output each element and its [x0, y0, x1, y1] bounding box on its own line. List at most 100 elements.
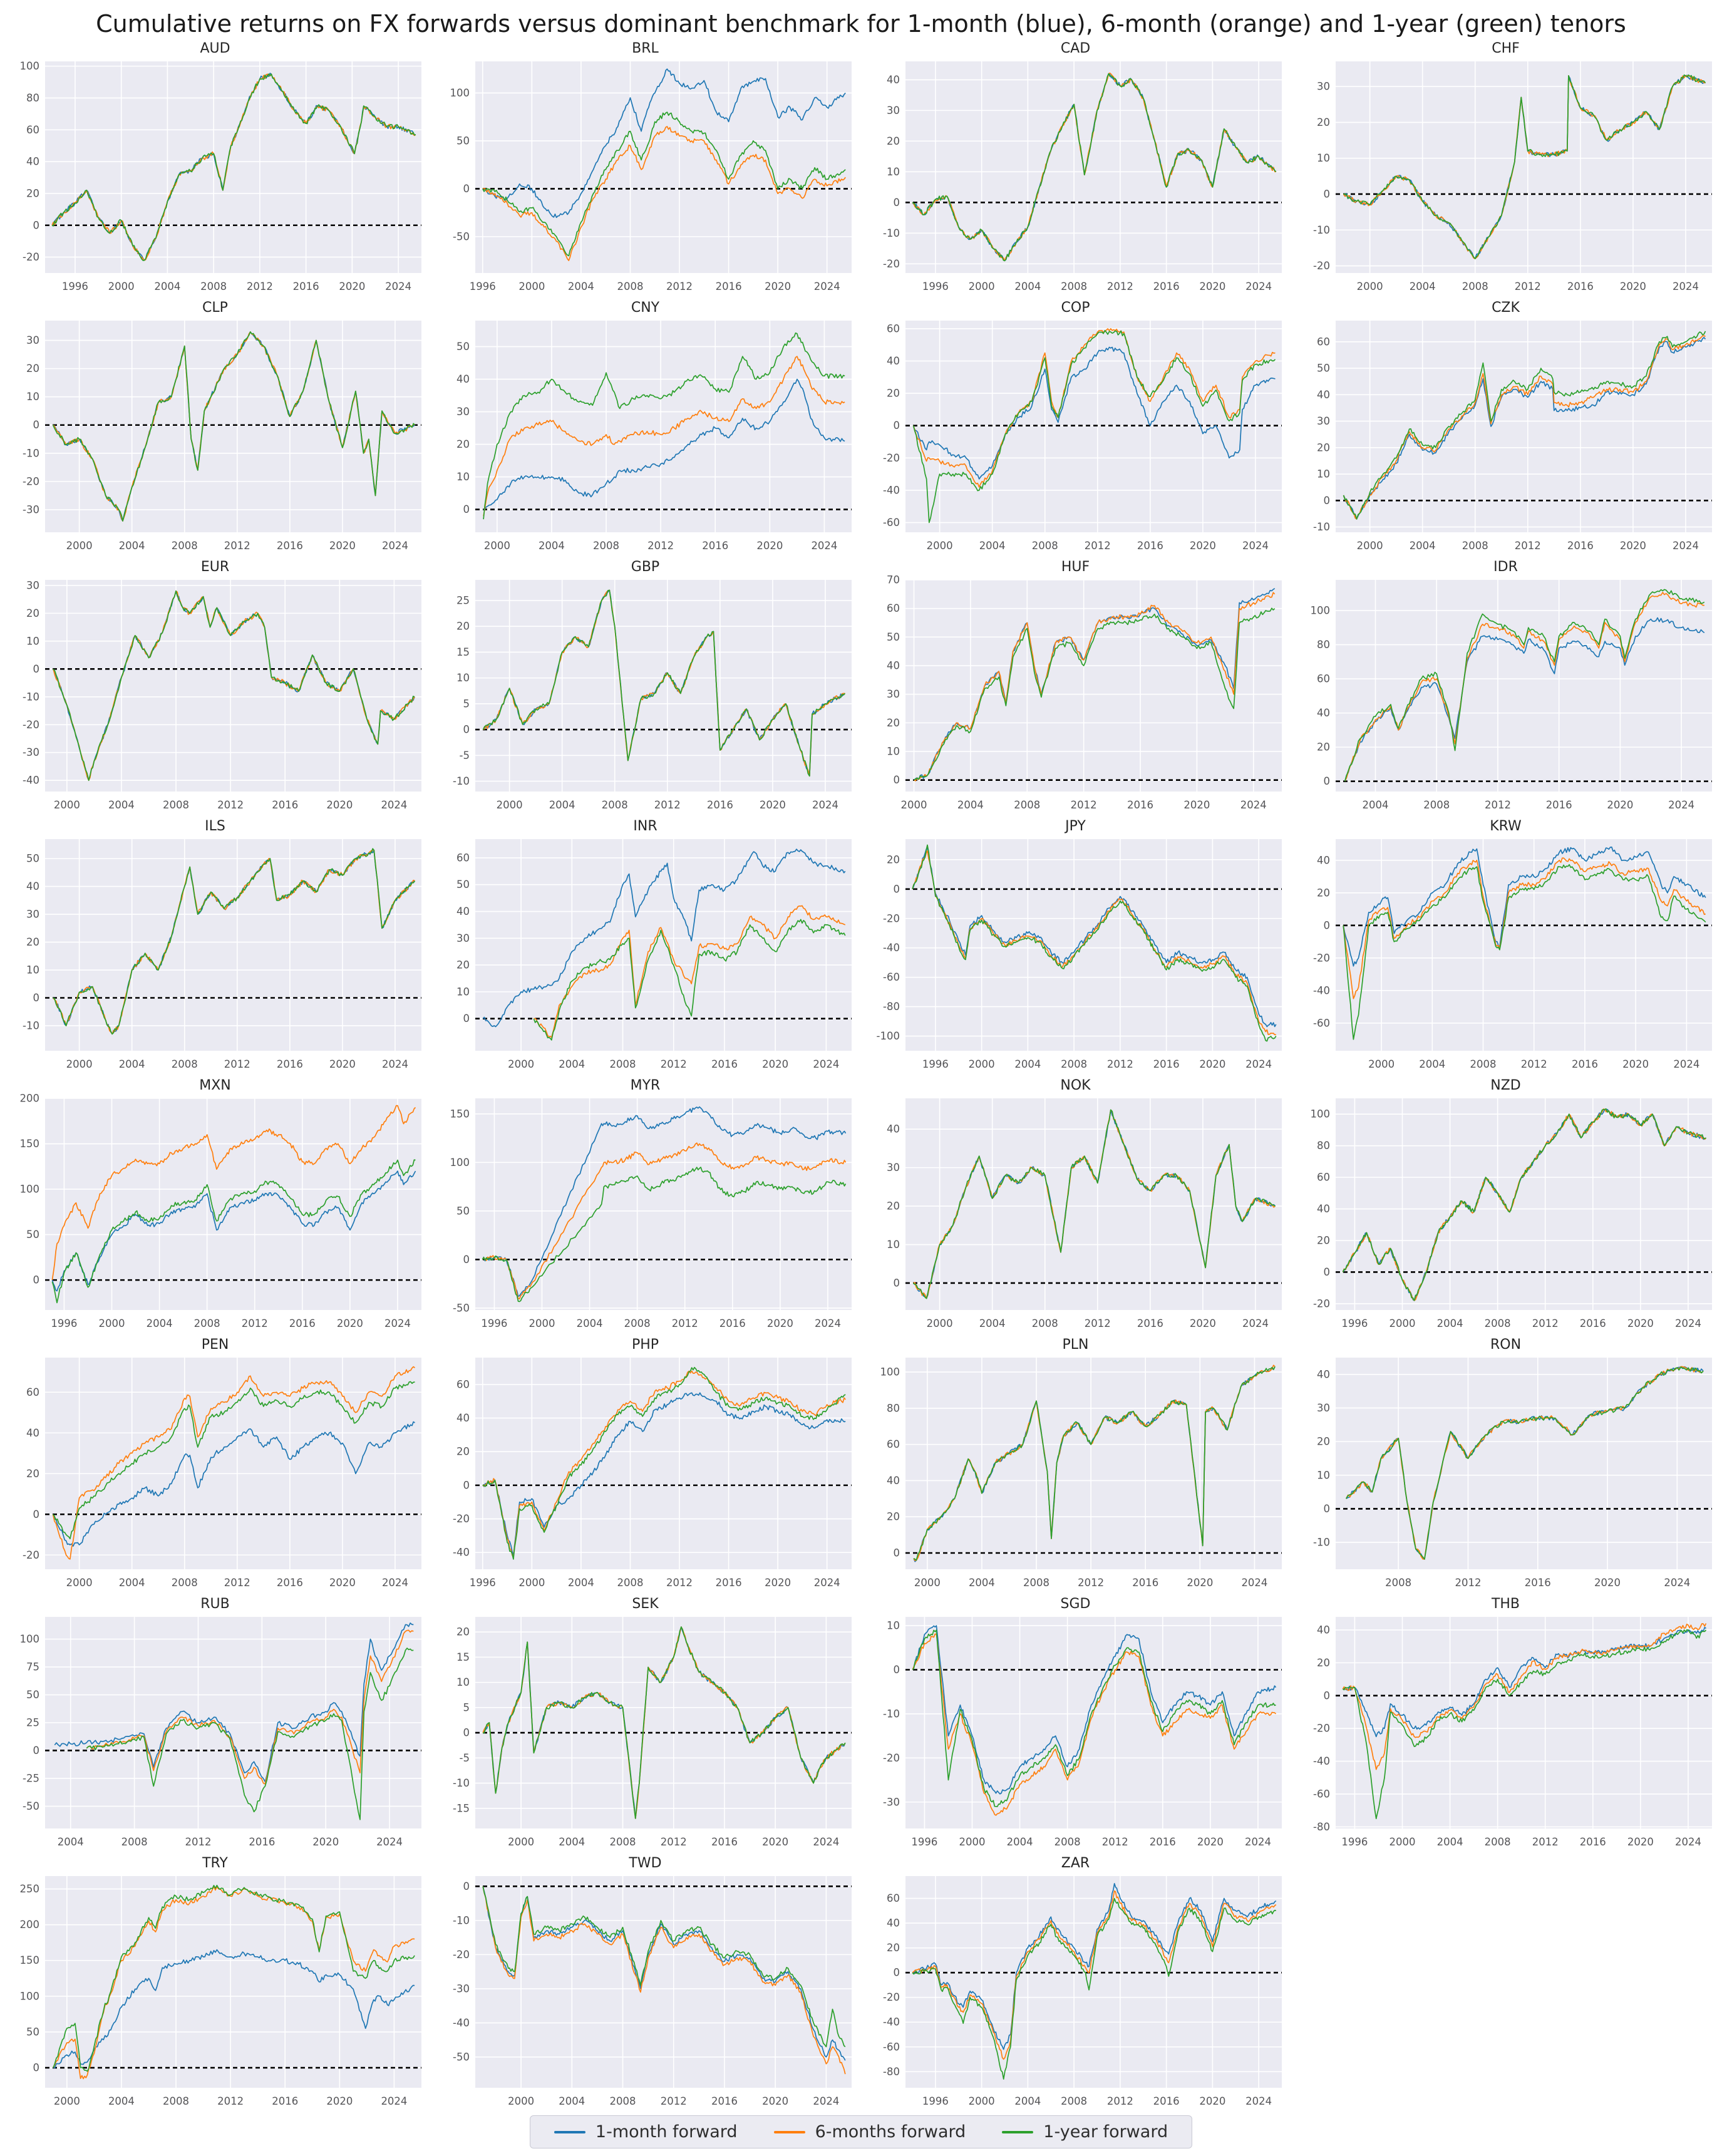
- subplot-title: SEK: [632, 1596, 659, 1612]
- x-tick-label: 2016: [711, 1058, 738, 1070]
- x-tick-label: 2004: [1419, 1058, 1445, 1070]
- x-tick-label: 2016: [1137, 1318, 1163, 1329]
- series-line-1-month forward: [52, 1421, 415, 1547]
- y-tick-label: -40: [23, 775, 39, 787]
- x-tick-label: 2008: [1023, 1577, 1049, 1589]
- y-tick-label: 60: [887, 1438, 900, 1450]
- plot-area: [1336, 1358, 1712, 1569]
- plot-area: [905, 1358, 1282, 1569]
- y-tick-label: 20: [887, 1200, 900, 1212]
- subplot-GBP: GBP 2000 2004 2008 2012 2016 2020 2024 -10 -5 0 5 10…: [430, 559, 860, 818]
- series-line-6-months forward: [482, 1370, 846, 1559]
- subplot-CNY: CNY 2000 2004 2008 2012 2016 2020 2024 0 10 20 30 40…: [430, 299, 860, 559]
- series-line-1-year forward: [1342, 1108, 1706, 1301]
- plot-area: [905, 580, 1282, 792]
- x-tick-label: 1996: [922, 281, 949, 292]
- y-tick-label: 20: [887, 135, 900, 147]
- subplot-CHF: CHF 2000 2004 2008 2012 2016 2020 2024 -20 -10 0 10…: [1291, 40, 1721, 299]
- subplot-grid: AUD 1996 2000 2004 2008 2012 2016 2020 2024 -20 0 2…: [0, 40, 1722, 2114]
- y-tick-label: -50: [23, 1800, 39, 1812]
- x-tick-label: 2000: [1368, 1058, 1395, 1070]
- subplot-AUD: AUD 1996 2000 2004 2008 2012 2016 2020 2024 -20 0 2…: [0, 40, 430, 299]
- y-tick-label: 10: [456, 1676, 470, 1688]
- subplot-title: CLP: [202, 300, 228, 316]
- x-tick-label: 2020: [760, 799, 786, 811]
- subplot-canvas-THB: 1996 2000 2004 2008 2012 2016 2020 2024 -80 -60 -4…: [1313, 1617, 1712, 1848]
- y-tick-label: -20: [23, 251, 39, 263]
- legend-label-1m: 1-month forward: [595, 2122, 738, 2142]
- series-line-1-year forward: [912, 73, 1277, 262]
- y-tick-label: 40: [1317, 1203, 1330, 1215]
- subplot-canvas-NOK: 2000 2004 2008 2012 2016 2020 2024 0 10 20 30 40: [887, 1098, 1282, 1329]
- subplot-JPY: JPY 1996 2000 2004 2008 2012 2016 2020 2024 -100 -…: [860, 818, 1291, 1077]
- x-tick-label: 2004: [1437, 1836, 1463, 1848]
- y-tick-label: 30: [26, 909, 39, 921]
- y-tick-label: 20: [1317, 1235, 1330, 1247]
- y-tick-label: -10: [453, 1914, 470, 1926]
- x-tick-label: 2012: [247, 281, 273, 292]
- x-tick-label: 2004: [108, 799, 135, 811]
- subplot-title: CZK: [1492, 300, 1520, 316]
- x-tick-label: 2008: [121, 1836, 148, 1848]
- subplot-canvas-COP: 2000 2004 2008 2012 2016 2020 2024 -60 -40 -20 0 20…: [883, 321, 1282, 552]
- series-line-6-months forward: [53, 1885, 415, 2080]
- series-line-1-year forward: [912, 1629, 1276, 1807]
- y-tick-label: 100: [450, 87, 470, 99]
- x-tick-label: 2024: [381, 799, 407, 811]
- y-tick-label: -10: [23, 447, 39, 459]
- y-tick-label: -10: [883, 1708, 900, 1720]
- x-tick-label: 2016: [289, 1318, 316, 1329]
- plot-area: [45, 839, 421, 1051]
- series-line-6-months forward: [52, 849, 415, 1035]
- y-tick-label: -40: [883, 484, 900, 496]
- x-tick-label: 1996: [470, 281, 496, 292]
- x-tick-label: 2020: [1620, 281, 1646, 292]
- subplot-title: AUD: [200, 41, 230, 56]
- x-tick-label: 2012: [224, 1577, 250, 1589]
- x-tick-label: 2004: [1437, 1318, 1463, 1329]
- y-tick-label: 0: [463, 1254, 470, 1266]
- x-tick-label: 2008: [610, 1058, 636, 1070]
- x-tick-label: 2016: [1153, 1058, 1180, 1070]
- x-tick-label: 2008: [624, 1318, 651, 1329]
- y-tick-label: -20: [23, 1549, 39, 1561]
- subplot-title: THB: [1491, 1596, 1520, 1612]
- y-tick-label: 0: [894, 1277, 900, 1289]
- y-tick-label: -20: [1313, 260, 1330, 272]
- x-tick-label: 2024: [1664, 1577, 1690, 1589]
- x-tick-label: 2016: [1580, 1318, 1606, 1329]
- y-tick-label: 40: [456, 1412, 470, 1424]
- x-tick-label: 2000: [1389, 1836, 1416, 1848]
- x-tick-label: 2012: [1078, 1577, 1104, 1589]
- y-tick-label: 40: [887, 355, 900, 367]
- y-tick-label: 0: [894, 197, 900, 209]
- legend-line-1-month-icon: [554, 2130, 585, 2133]
- x-tick-label: 2004: [549, 799, 575, 811]
- series-line-1-year forward: [1343, 864, 1706, 1040]
- x-tick-label: 2012: [1515, 540, 1541, 552]
- y-tick-label: -50: [453, 1302, 470, 1314]
- subplot-ZAR: ZAR 1996 2000 2004 2008 2012 2016 2020 2024 -80 -6…: [860, 1855, 1291, 2114]
- y-tick-label: 60: [1317, 673, 1330, 685]
- x-tick-label: 2004: [559, 2095, 585, 2107]
- y-tick-label: 50: [26, 853, 39, 865]
- subplot-title: PLN: [1062, 1337, 1089, 1353]
- legend-line-6-months-icon: [773, 2130, 805, 2133]
- x-tick-label: 2004: [969, 1577, 995, 1589]
- x-tick-label: 2008: [602, 799, 628, 811]
- x-tick-label: 2012: [185, 1836, 211, 1848]
- series-line-1-month forward: [54, 1622, 414, 1783]
- y-tick-label: -20: [23, 719, 39, 731]
- y-tick-label: 50: [887, 631, 900, 643]
- y-tick-label: 0: [894, 883, 900, 895]
- x-tick-label: 2020: [329, 1577, 356, 1589]
- subplot-title: HUF: [1061, 559, 1090, 575]
- y-tick-label: 40: [887, 1475, 900, 1487]
- plot-area: [1336, 1098, 1712, 1310]
- x-tick-label: 2024: [382, 540, 408, 552]
- x-tick-label: 2000: [1357, 540, 1383, 552]
- series-line-1-year forward: [912, 329, 1276, 524]
- x-tick-label: 2008: [1485, 1318, 1511, 1329]
- y-tick-label: 60: [887, 602, 900, 614]
- y-tick-label: 0: [33, 419, 40, 431]
